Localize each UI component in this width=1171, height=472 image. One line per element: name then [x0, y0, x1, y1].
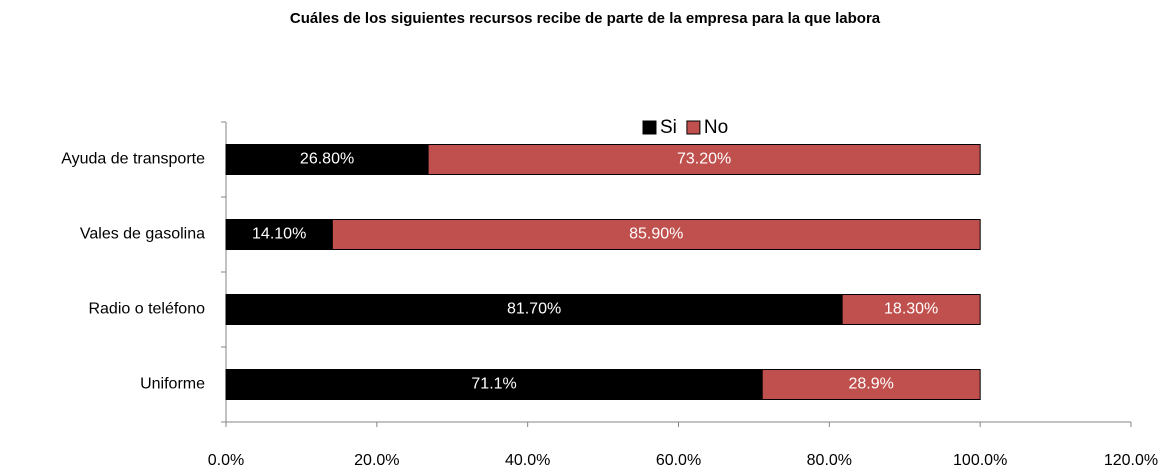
legend-swatch	[686, 120, 701, 135]
value-label: 71.1%	[471, 376, 516, 393]
bar	[331, 219, 981, 250]
value-label: 28.9%	[849, 376, 894, 393]
legend-swatch	[642, 120, 657, 135]
x-tick-label: 0.0%	[208, 452, 244, 469]
bar	[427, 144, 981, 175]
y-tick-label: Ayuda de transporte	[61, 151, 205, 168]
value-label: 73.20%	[677, 151, 731, 168]
x-tick-label: 60.0%	[656, 452, 701, 469]
bar	[225, 369, 763, 400]
bar	[761, 369, 981, 400]
y-tick-label: Radio o teléfono	[88, 301, 205, 318]
bar	[841, 294, 981, 325]
value-label: 18.30%	[884, 301, 938, 318]
bar	[225, 219, 333, 250]
value-label: 14.10%	[252, 226, 306, 243]
legend-label: No	[704, 117, 728, 138]
y-tick-label: Vales de gasolina	[80, 226, 205, 243]
legend-label: Si	[660, 117, 677, 138]
y-tick-label: Uniforme	[140, 376, 205, 393]
chart-title: Cuáles de los siguientes recursos recibe…	[290, 10, 881, 27]
x-tick-label: 20.0%	[354, 452, 399, 469]
value-label: 85.90%	[629, 226, 683, 243]
x-tick-label: 80.0%	[807, 452, 852, 469]
x-tick-label: 40.0%	[505, 452, 550, 469]
x-tick-label: 100.0%	[953, 452, 1007, 469]
value-label: 81.70%	[507, 301, 561, 318]
x-tick-label: 120.0%	[1104, 452, 1158, 469]
value-label: 26.80%	[300, 151, 354, 168]
